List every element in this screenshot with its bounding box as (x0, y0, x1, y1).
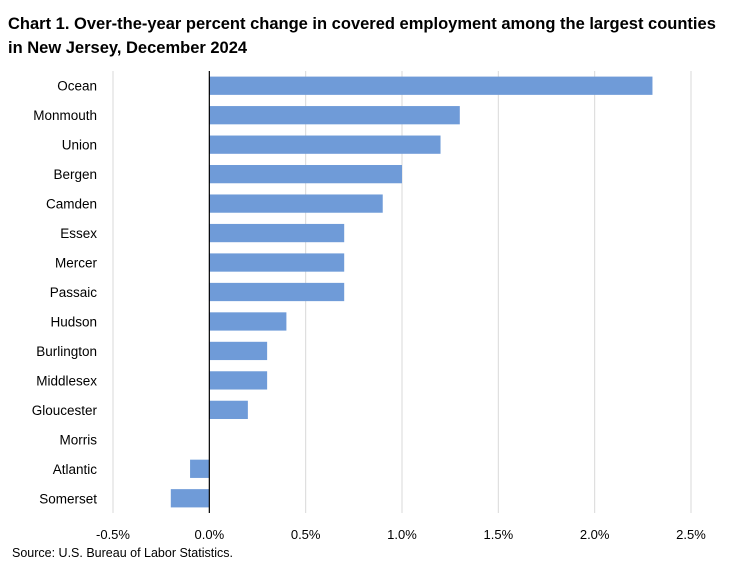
category-label: Morris (60, 432, 98, 447)
category-label: Union (62, 138, 97, 153)
category-label: Bergen (53, 167, 97, 182)
source-note: Source: U.S. Bureau of Labor Statistics. (12, 546, 233, 560)
x-tick-label: -0.5% (96, 527, 130, 542)
x-tick-label: 2.5% (676, 527, 706, 542)
category-label: Burlington (36, 344, 97, 359)
bar (170, 489, 210, 508)
bar (190, 459, 210, 478)
bar (209, 253, 345, 272)
category-label: Ocean (57, 79, 97, 94)
category-label: Monmouth (33, 108, 97, 123)
category-label: Mercer (55, 256, 98, 271)
category-label: Passaic (50, 285, 98, 300)
bar (209, 106, 460, 125)
bars (170, 76, 653, 508)
category-label: Atlantic (53, 462, 98, 477)
x-tick-label: 1.5% (484, 527, 514, 542)
category-label: Middlesex (36, 373, 97, 388)
bar (209, 371, 268, 390)
category-label: Gloucester (32, 403, 98, 418)
bar (209, 341, 268, 361)
x-tick-label: 1.0% (387, 527, 417, 542)
category-label: Hudson (50, 314, 97, 329)
bar (209, 194, 383, 213)
bar (209, 312, 287, 331)
bar (209, 400, 248, 420)
category-label: Somerset (39, 491, 97, 506)
x-tick-label: 0.5% (291, 527, 321, 542)
bar (209, 223, 345, 243)
category-label: Camden (46, 197, 97, 212)
bar (209, 282, 345, 302)
bar (209, 164, 402, 184)
chart-title: Chart 1. Over-the-year percent change in… (8, 15, 716, 57)
x-tick-label: 2.0% (580, 527, 610, 542)
category-label: Essex (60, 226, 97, 241)
tick-labels: -0.5% 0.0% 0.5% 1.0% 1.5% 2.0% 2.5% (96, 527, 706, 542)
bar (209, 135, 441, 154)
x-tick-label: 0.0% (195, 527, 225, 542)
bar (209, 76, 653, 95)
category-labels: Ocean Monmouth Union Bergen Camden Essex Merce… (32, 79, 98, 507)
